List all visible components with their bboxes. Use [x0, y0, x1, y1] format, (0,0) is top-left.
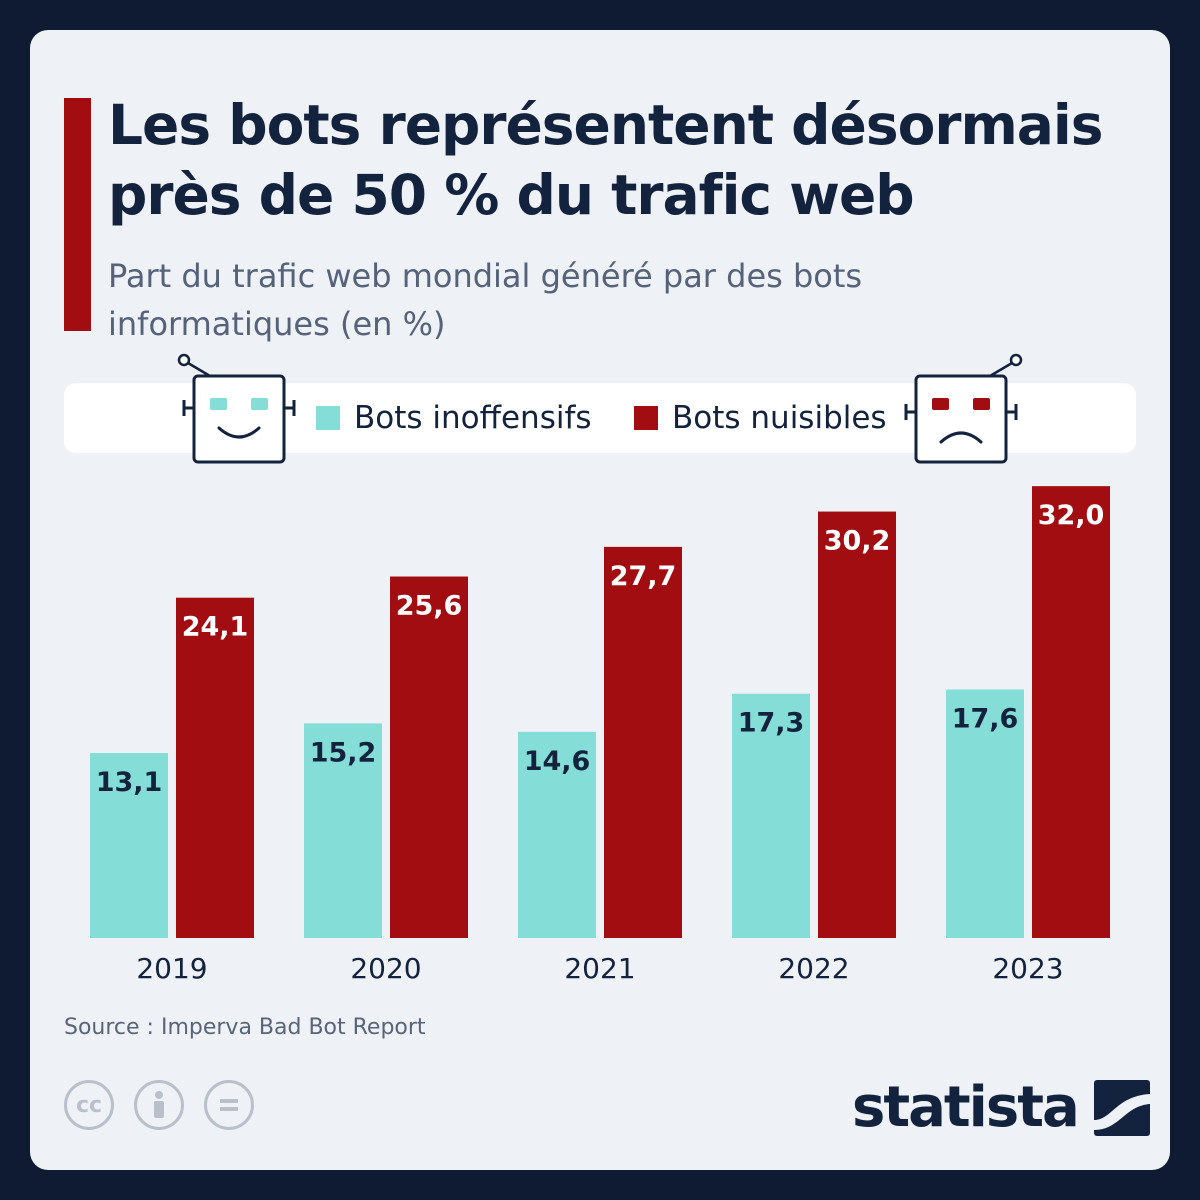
legend-label-harmless: Bots inoffensifs — [354, 400, 592, 436]
data-label-harmful-2023: 32,0 — [1038, 500, 1105, 531]
bar-harmful-2023 — [1032, 486, 1110, 938]
x-tick-label-2023: 2023 — [992, 952, 1063, 985]
data-label-harmful-2020: 25,6 — [396, 591, 463, 622]
bar-harmless-2020 — [304, 723, 382, 938]
legend-swatch-harmful — [634, 406, 658, 430]
legend-item-harmless: Bots inoffensifs — [316, 383, 592, 453]
bar-harmless-2022 — [732, 693, 810, 938]
bar-harmless-2019 — [90, 753, 168, 938]
statista-wordmark: statista — [852, 1075, 1080, 1140]
license-icons: cc — [64, 1080, 274, 1130]
x-tick-label-2019: 2019 — [136, 952, 207, 985]
statista-logo-icon — [1093, 1080, 1150, 1136]
chart-subtitle: Part du trafic web mondial généré par de… — [108, 257, 863, 343]
sad-robot-icon — [904, 353, 1023, 464]
data-label-harmful-2022: 30,2 — [824, 526, 891, 557]
data-label-harmless-2022: 17,3 — [738, 708, 805, 739]
data-label-harmless-2020: 15,2 — [310, 737, 377, 768]
data-label-harmless-2021: 14,6 — [524, 746, 591, 777]
happy-robot-icon — [177, 353, 296, 464]
legend-label-harmful: Bots nuisibles — [672, 400, 887, 436]
attribution-icon[interactable] — [134, 1080, 184, 1130]
no-derivatives-icon[interactable] — [204, 1080, 254, 1130]
bar-harmless-2021 — [518, 731, 596, 938]
bar-harmful-2020 — [390, 576, 468, 938]
data-label-harmful-2021: 27,7 — [610, 561, 677, 592]
legend-item-harmful: Bots nuisibles — [634, 383, 887, 453]
bar-harmful-2022 — [818, 511, 896, 938]
source-note: Source : Imperva Bad Bot Report — [64, 1015, 426, 1040]
cc-icon[interactable]: cc — [64, 1080, 114, 1130]
infographic-card: Les bots représentent désormais près de … — [30, 30, 1170, 1170]
data-label-harmless-2019: 13,1 — [96, 767, 163, 798]
bar-harmful-2019 — [176, 597, 254, 938]
statista-brand[interactable]: statista — [852, 1078, 1150, 1138]
title-accent-bar — [64, 98, 91, 331]
bar-chart: 13,1 24,1 2019 15,2 25,6 2020 14,6 27,7 2021 17,3… — [90, 486, 1110, 985]
legend-swatch-harmless — [316, 406, 340, 430]
x-tick-label-2021: 2021 — [564, 952, 635, 985]
chart-title: Les bots représentent désormais près de … — [108, 93, 1104, 227]
x-tick-label-2022: 2022 — [778, 952, 849, 985]
bar-harmful-2021 — [604, 546, 682, 938]
bar-harmless-2023 — [946, 689, 1024, 938]
data-label-harmless-2023: 17,6 — [952, 703, 1019, 734]
data-label-harmful-2019: 24,1 — [182, 612, 249, 643]
x-tick-label-2020: 2020 — [350, 952, 421, 985]
